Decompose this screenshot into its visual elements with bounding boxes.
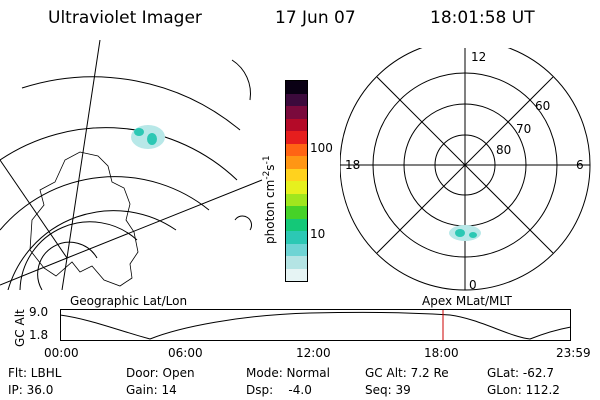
colorbar-segment bbox=[286, 81, 307, 94]
aurora-blob-geographic bbox=[131, 125, 165, 149]
timeline-tick-1800: 18:00 bbox=[424, 346, 459, 360]
colorbar-segment bbox=[286, 218, 307, 231]
ip-status: IP: 36.0 bbox=[8, 383, 54, 397]
seq-status: Seq: 39 bbox=[365, 383, 411, 397]
mlt-label-6: 6 bbox=[576, 158, 584, 172]
timeline-tick-2359: 23:59 bbox=[556, 346, 591, 360]
glat-status: GLat: -62.7 bbox=[487, 366, 554, 380]
colorbar-segment bbox=[286, 106, 307, 119]
instrument-title: Ultraviolet Imager bbox=[48, 8, 202, 28]
colorbar-segment bbox=[286, 206, 307, 219]
colorbar-tick-10: 10 bbox=[310, 227, 326, 241]
colorbar-segment bbox=[286, 181, 307, 194]
timeline-axis-title: GC Alt bbox=[13, 309, 27, 347]
polar-projection-label: Apex MLat/MLT bbox=[422, 294, 512, 308]
timeline-tick-0000: 00:00 bbox=[44, 346, 79, 360]
mode-status: Mode: Normal bbox=[246, 366, 330, 380]
colorbar-segment bbox=[286, 168, 307, 181]
mlt-label-18: 18 bbox=[345, 158, 360, 172]
colorbar-segment bbox=[286, 268, 307, 281]
colorbar-tick-100: 100 bbox=[310, 141, 333, 155]
colorbar-segment bbox=[286, 131, 307, 144]
glon-status: GLon: 112.2 bbox=[487, 383, 560, 397]
mlat-label-80: 80 bbox=[496, 143, 511, 157]
colorbar-segment bbox=[286, 243, 307, 256]
mlt-label-0: 0 bbox=[469, 278, 477, 292]
filter-status: Flt: LBHL bbox=[8, 366, 62, 380]
colorbar-unit-label: photon cm-2s-1 bbox=[262, 155, 277, 244]
timeline-y-top: 9.0 bbox=[29, 305, 49, 319]
colorbar-segment bbox=[286, 231, 307, 244]
colorbar-segment bbox=[286, 256, 307, 269]
gain-status: Gain: 14 bbox=[126, 383, 177, 397]
gc-alt-status: GC Alt: 7.2 Re bbox=[365, 366, 449, 380]
mlat-label-60: 60 bbox=[535, 99, 550, 113]
geographic-map bbox=[0, 40, 263, 290]
dsp-status: Dsp: -4.0 bbox=[246, 383, 312, 397]
door-status: Door: Open bbox=[126, 366, 195, 380]
colorbar-segment bbox=[286, 156, 307, 169]
time-label: 18:01:58 UT bbox=[430, 8, 535, 28]
color-bar bbox=[285, 80, 308, 282]
date-label: 17 Jun 07 bbox=[275, 8, 356, 28]
aurora-blob-polar bbox=[449, 225, 481, 241]
timeline-y-bottom: 1.8 bbox=[29, 328, 49, 342]
mlt-label-12: 12 bbox=[471, 50, 486, 64]
mlat-label-70: 70 bbox=[516, 122, 531, 136]
altitude-timeline bbox=[60, 309, 572, 341]
colorbar-segment bbox=[286, 93, 307, 106]
polar-mlt-plot: 12 18 6 0 60 70 80 bbox=[340, 48, 591, 292]
map-projection-label: Geographic Lat/Lon bbox=[70, 294, 188, 308]
colorbar-segment bbox=[286, 118, 307, 131]
timeline-tick-0600: 06:00 bbox=[168, 346, 203, 360]
colorbar-segment bbox=[286, 143, 307, 156]
colorbar-segment bbox=[286, 193, 307, 206]
timeline-tick-1200: 12:00 bbox=[296, 346, 331, 360]
